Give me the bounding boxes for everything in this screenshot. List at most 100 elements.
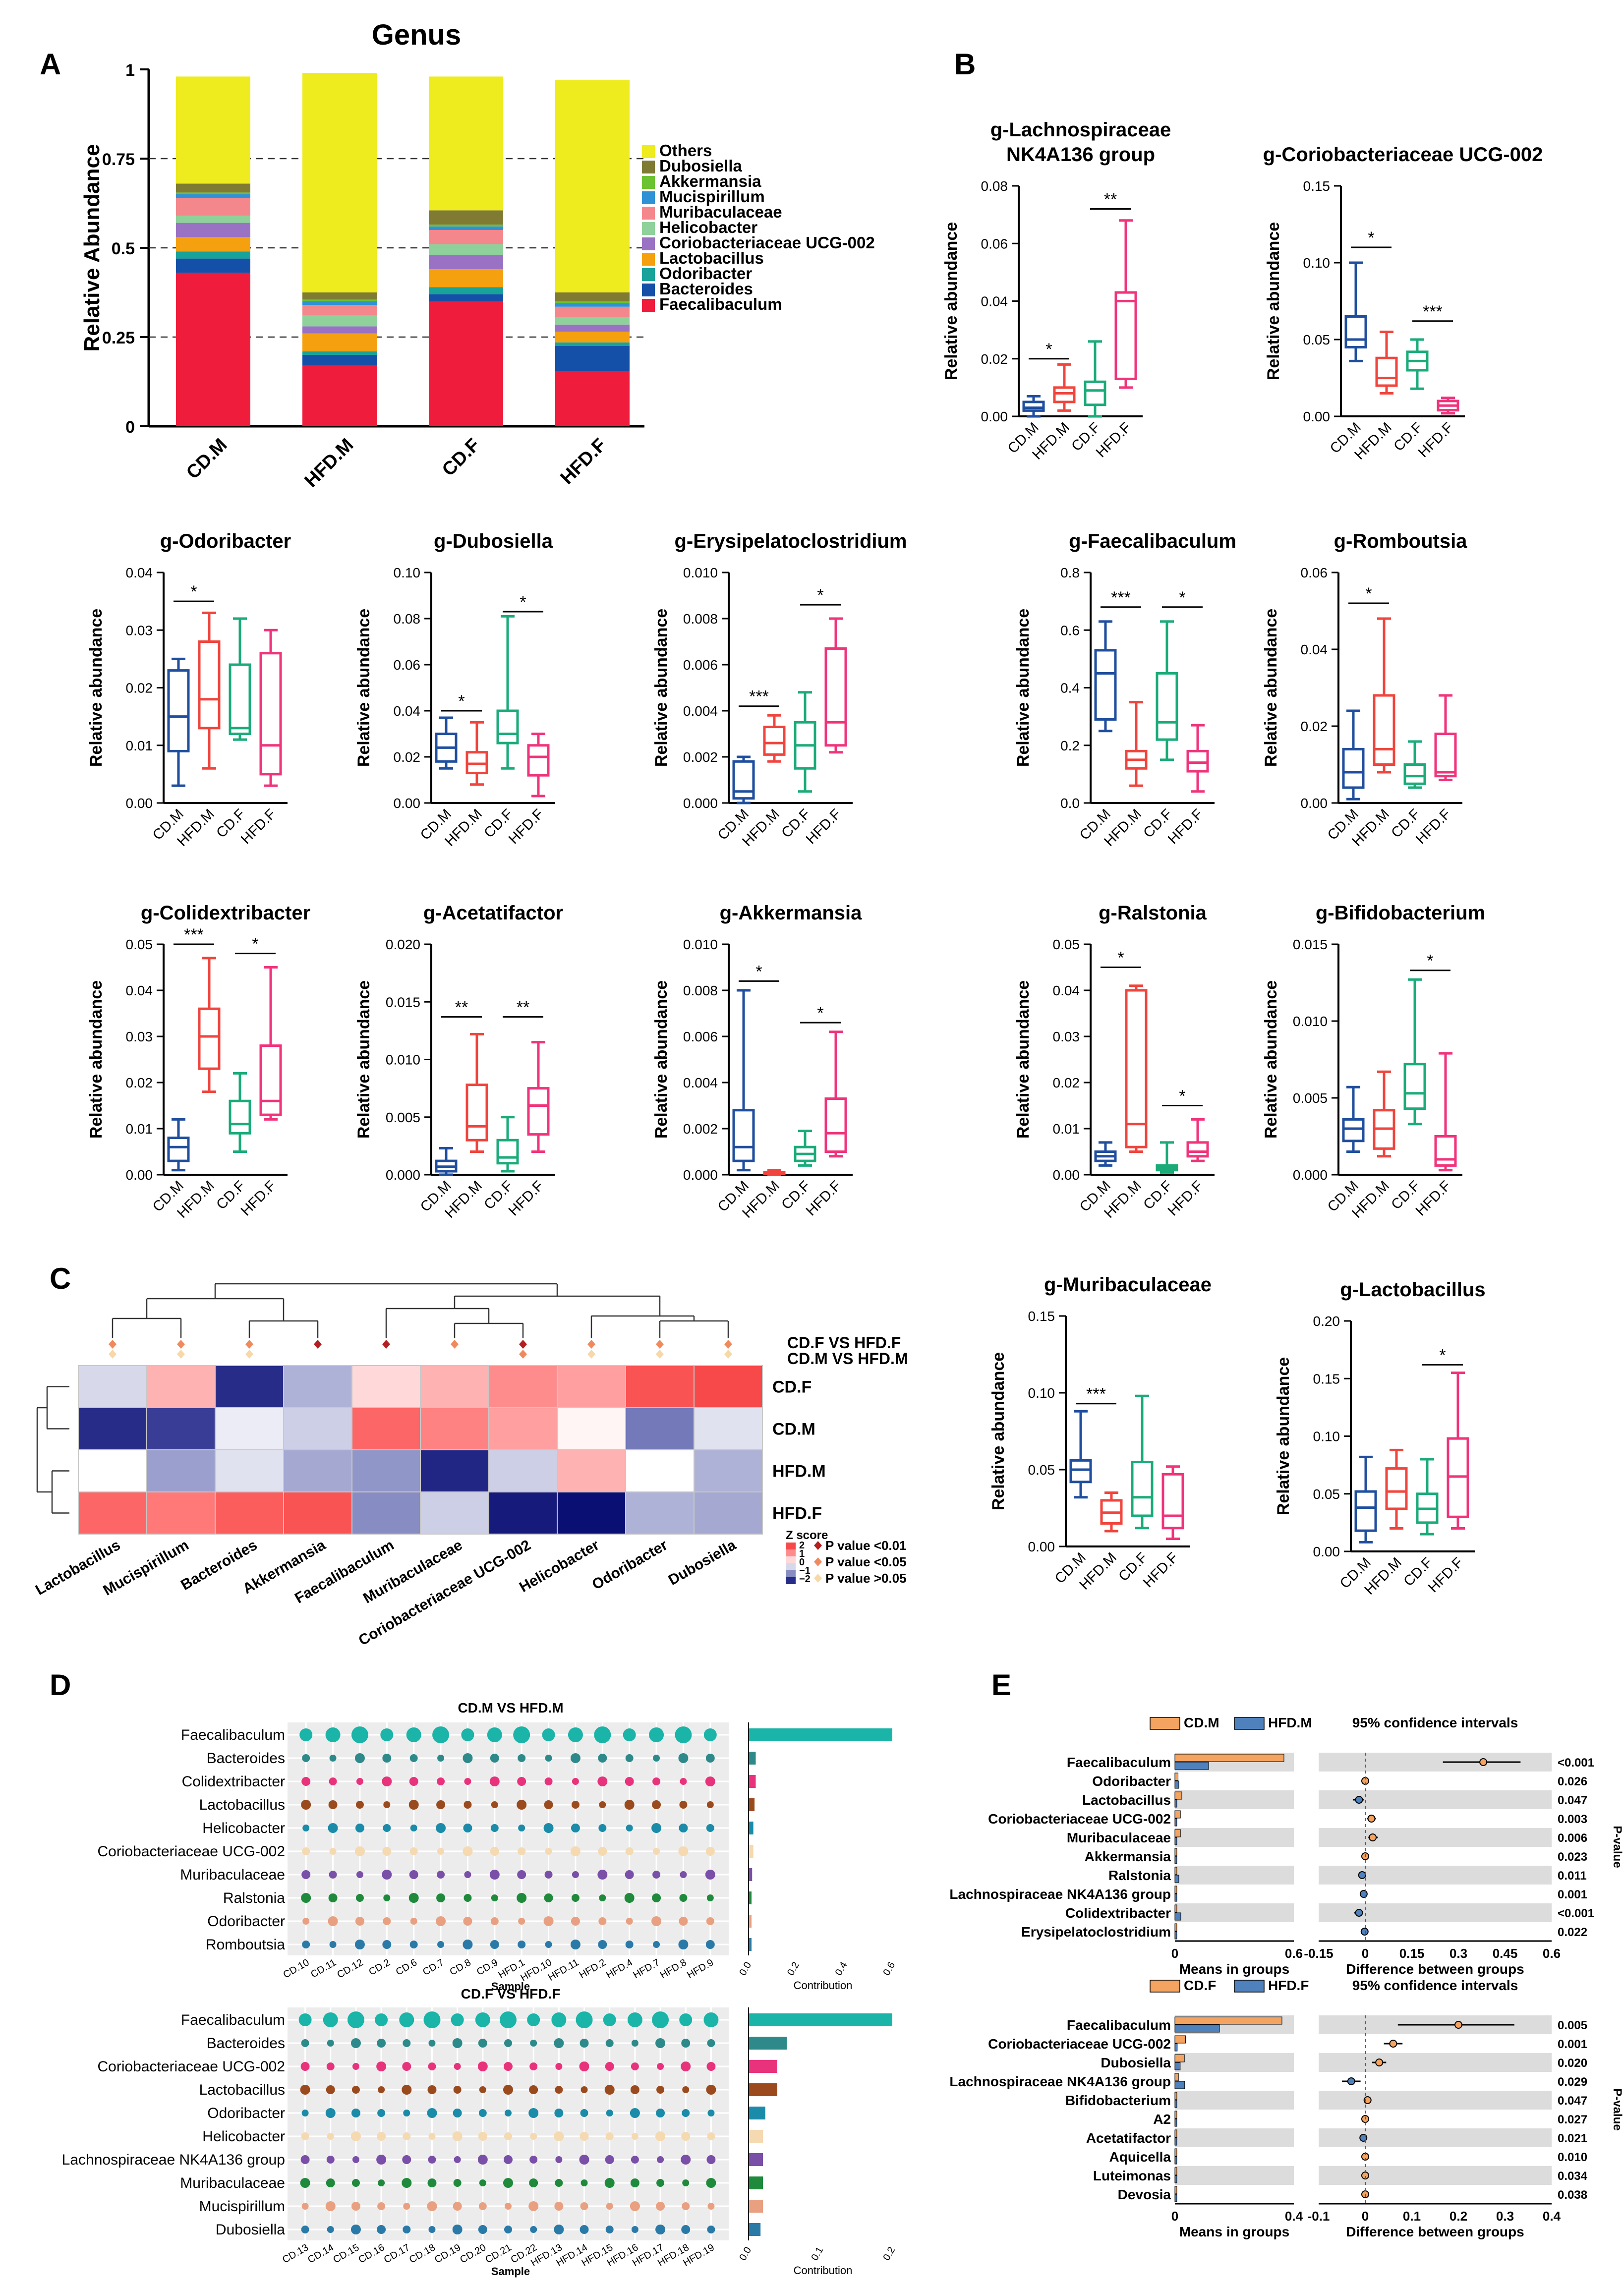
sample-dot bbox=[681, 2039, 691, 2048]
sample-dot bbox=[544, 1871, 553, 1879]
box-CD.F bbox=[1156, 620, 1178, 761]
contribution-bar bbox=[749, 2153, 763, 2166]
mean-bar-b bbox=[1174, 1818, 1177, 1827]
sample-dot bbox=[299, 1728, 313, 1741]
legend-label: P value <0.01 bbox=[825, 1538, 907, 1553]
sample-dot bbox=[325, 1727, 341, 1742]
stacked-segment bbox=[429, 225, 503, 227]
sample-dot bbox=[382, 1754, 392, 1763]
iqr-box bbox=[465, 1084, 488, 1142]
sample-dot bbox=[376, 2061, 387, 2071]
sample-dot bbox=[437, 1941, 445, 1948]
sample-dot bbox=[382, 1776, 392, 1786]
sample-dot bbox=[703, 2012, 719, 2027]
sample-dot bbox=[707, 2039, 715, 2047]
y-tick-label: 0.04 bbox=[126, 983, 153, 998]
x-tick-label: -0.15 bbox=[1304, 1946, 1333, 1961]
sample-dot bbox=[580, 2202, 588, 2210]
significance-label: * bbox=[1179, 588, 1185, 607]
sample-dot bbox=[649, 1727, 664, 1742]
legend-marker bbox=[814, 1541, 822, 1550]
sample-dot bbox=[705, 1754, 715, 1763]
stacked-segment bbox=[302, 351, 377, 355]
sample-dot bbox=[503, 2178, 513, 2188]
sample-dot bbox=[409, 1847, 418, 1855]
box-CD.M bbox=[1094, 1141, 1117, 1167]
legend-label: CD.F bbox=[1184, 1978, 1216, 1993]
sample-dot bbox=[350, 2225, 361, 2234]
legend-swatch bbox=[642, 299, 655, 312]
sample-dot bbox=[682, 2179, 690, 2186]
sample-dot bbox=[301, 1800, 311, 1810]
mean-bar-a bbox=[1174, 1904, 1177, 1913]
y-tick-label: 0.08 bbox=[394, 611, 421, 627]
chart-title: g-Ralstonia bbox=[1099, 902, 1207, 924]
sample-dot bbox=[490, 1940, 499, 1949]
p-value: 0.047 bbox=[1558, 1794, 1587, 1807]
p-value: 0.010 bbox=[1558, 2151, 1587, 2164]
sample-dot bbox=[351, 2086, 360, 2094]
iqr-box bbox=[1403, 763, 1426, 785]
stacked-segment bbox=[302, 301, 377, 305]
sample-dot bbox=[436, 1916, 446, 1926]
y-axis-label: Relative abundance bbox=[942, 222, 961, 380]
row-label: Devosia bbox=[1118, 2187, 1171, 2202]
legend-label: Akkermansia bbox=[659, 172, 761, 190]
sample-dot bbox=[517, 1893, 527, 1903]
y-tick-label: 0.03 bbox=[126, 1029, 153, 1044]
iqr-box bbox=[198, 1007, 221, 1070]
y-axis-label: Relative abundance bbox=[1262, 609, 1280, 767]
sample-dot bbox=[545, 1848, 552, 1855]
y-tick-label: 0.010 bbox=[1293, 1014, 1328, 1029]
heatmap-cell bbox=[557, 1365, 626, 1408]
y-axis-label: Relative Abundance bbox=[80, 144, 104, 352]
box-CD.F bbox=[1403, 740, 1426, 789]
sample-dot bbox=[490, 1824, 499, 1832]
stacked-segment bbox=[429, 210, 503, 225]
y-tick-label: 0.01 bbox=[126, 1121, 153, 1137]
diff-point bbox=[1367, 1815, 1376, 1823]
sample-dot bbox=[604, 2085, 615, 2095]
p-value: 0.001 bbox=[1558, 2038, 1587, 2051]
mean-bar-a bbox=[1174, 1829, 1181, 1837]
row-label: Faecalibaculum bbox=[1067, 1755, 1171, 1770]
y-tick-label: 0.06 bbox=[981, 236, 1008, 251]
mean-bar-b bbox=[1174, 2024, 1220, 2033]
sample-dot bbox=[518, 1847, 526, 1855]
significance-label: * bbox=[1439, 1346, 1446, 1365]
heatmap-cell bbox=[557, 1491, 626, 1535]
sample-dot bbox=[518, 1825, 525, 1831]
y-tick-label: 0.00 bbox=[394, 796, 421, 811]
sample-dot bbox=[579, 2155, 589, 2165]
sample-dot bbox=[491, 1894, 498, 1901]
sample-dot bbox=[329, 1755, 337, 1762]
mean-bar-b bbox=[1174, 1762, 1209, 1770]
sample-dot bbox=[705, 1776, 715, 1786]
sample-dot bbox=[657, 2063, 664, 2070]
heatmap-cell bbox=[146, 1449, 216, 1492]
p-value: 0.003 bbox=[1558, 1813, 1587, 1826]
sample-dot bbox=[631, 2040, 638, 2047]
heatmap-cell bbox=[488, 1365, 558, 1408]
significance-marker bbox=[724, 1340, 732, 1349]
sample-dot bbox=[301, 1893, 311, 1903]
sample-dot bbox=[653, 1848, 660, 1855]
heatmap-cell bbox=[625, 1449, 695, 1492]
significance-label: * bbox=[755, 962, 762, 981]
heatmap-cell bbox=[420, 1449, 489, 1492]
sample-dot bbox=[554, 2038, 564, 2048]
legend-label: P value >0.05 bbox=[825, 1571, 907, 1586]
sample-dot bbox=[327, 2226, 334, 2233]
sample-dot bbox=[409, 1754, 418, 1762]
row-label: Muribaculaceae bbox=[180, 2175, 285, 2191]
sample-dot bbox=[631, 2062, 639, 2070]
box-HFD.F bbox=[1186, 724, 1209, 793]
stacked-segment bbox=[176, 251, 250, 259]
row-band bbox=[1175, 2091, 1294, 2110]
heatmap-cell bbox=[694, 1407, 763, 1450]
box-CD.M bbox=[732, 755, 755, 804]
significance-label: * bbox=[190, 582, 197, 601]
diff-point bbox=[1369, 1833, 1377, 1841]
y-tick-label: 0.02 bbox=[394, 749, 421, 765]
